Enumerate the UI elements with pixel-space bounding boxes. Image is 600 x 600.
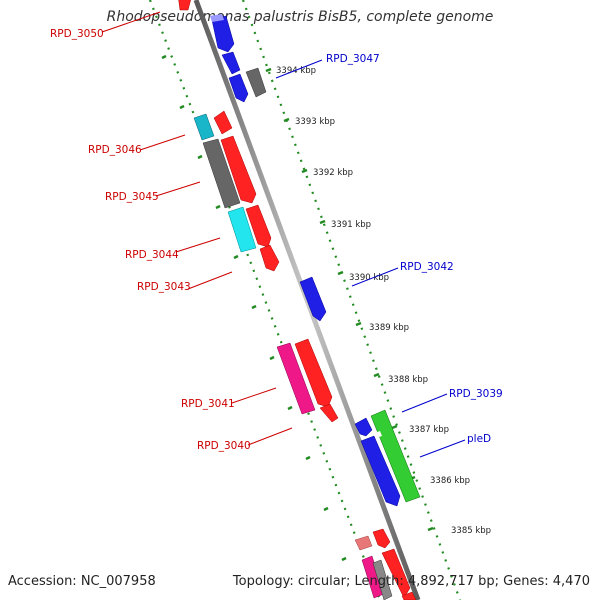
kbp-label: 3386 kbp (430, 476, 470, 486)
kbp-label: 3388 kbp (388, 375, 428, 385)
gene-red-3044[interactable] (245, 204, 272, 248)
gene-lightblue-top (210, 14, 224, 22)
gene-label-rpd-3040: RPD_3040 (197, 440, 251, 452)
gene-rpd-3050[interactable] (178, 0, 192, 11)
gene-grey-bottom[interactable] (372, 559, 393, 600)
gene-blue-b[interactable] (221, 51, 241, 75)
kbp-label: 3387 kbp (409, 425, 449, 435)
kbp-label: 3394 kbp (276, 66, 316, 76)
gene-blue-a[interactable] (211, 15, 235, 53)
genes (178, 0, 421, 600)
kbp-label: 3393 kbp (295, 117, 335, 127)
gene-green-3039[interactable] (370, 409, 421, 503)
gene-blue-c[interactable] (228, 73, 249, 103)
gene-teal-3046[interactable] (193, 113, 215, 141)
gene-label-rpd-3045: RPD_3045 (105, 191, 159, 203)
gene-label-rpd-3039: RPD_3039 (449, 388, 503, 400)
gene-label-rpd-3043: RPD_3043 (137, 281, 191, 293)
gene-label-group: RPD_3050 RPD_3047 RPD_3046 RPD_3045 RPD_… (50, 28, 503, 452)
gene-red-3041[interactable] (294, 338, 333, 408)
gene-label-rpd-3047: RPD_3047 (326, 53, 380, 65)
gene-grey-3045[interactable] (202, 138, 241, 209)
gene-red-3043[interactable] (259, 244, 280, 272)
gene-label-rpd-3042: RPD_3042 (400, 261, 454, 273)
gene-label-rpd-3046: RPD_3046 (88, 144, 142, 156)
gene-cyan-3044[interactable] (227, 206, 257, 253)
gene-blue-3042[interactable] (299, 276, 327, 322)
gene-label-rpd-3044: RPD_3044 (125, 249, 179, 261)
kbp-label: 3392 kbp (313, 168, 353, 178)
kbp-labels: 3394 kbp 3393 kbp 3392 kbp 3391 kbp 3390… (276, 66, 491, 536)
gene-red-3045[interactable] (220, 135, 257, 204)
inner-tick-line (241, 0, 462, 600)
gene-white-gap (374, 431, 382, 438)
kbp-label: 3389 kbp (369, 323, 409, 333)
gene-red-bottom-c[interactable] (401, 591, 417, 600)
accession-text: Accession: NC_007958 (8, 574, 156, 589)
kbp-label: 3391 kbp (331, 220, 371, 230)
kbp-label: 3385 kbp (451, 526, 491, 536)
leader-lines (101, 11, 466, 458)
gene-blue-pled[interactable] (360, 435, 401, 507)
gene-label-pled: pleD (467, 433, 491, 445)
gene-red-3040[interactable] (319, 403, 339, 423)
gene-red-small[interactable] (213, 110, 233, 135)
gene-grey-3047[interactable] (245, 67, 267, 98)
gene-magenta-3041[interactable] (276, 342, 316, 415)
gene-blue-small[interactable] (354, 417, 373, 437)
gene-red-bottom-a[interactable] (372, 528, 391, 549)
kbp-label: 3390 kbp (349, 273, 389, 283)
gene-label-rpd-3050: RPD_3050 (50, 28, 104, 40)
gene-label-rpd-3041: RPD_3041 (181, 398, 235, 410)
genome-summary-text: Topology: circular; Length: 4,892,717 bp… (232, 574, 590, 589)
gene-red-bottom-b[interactable] (381, 548, 411, 599)
gene-pink-bottom[interactable] (354, 535, 373, 551)
